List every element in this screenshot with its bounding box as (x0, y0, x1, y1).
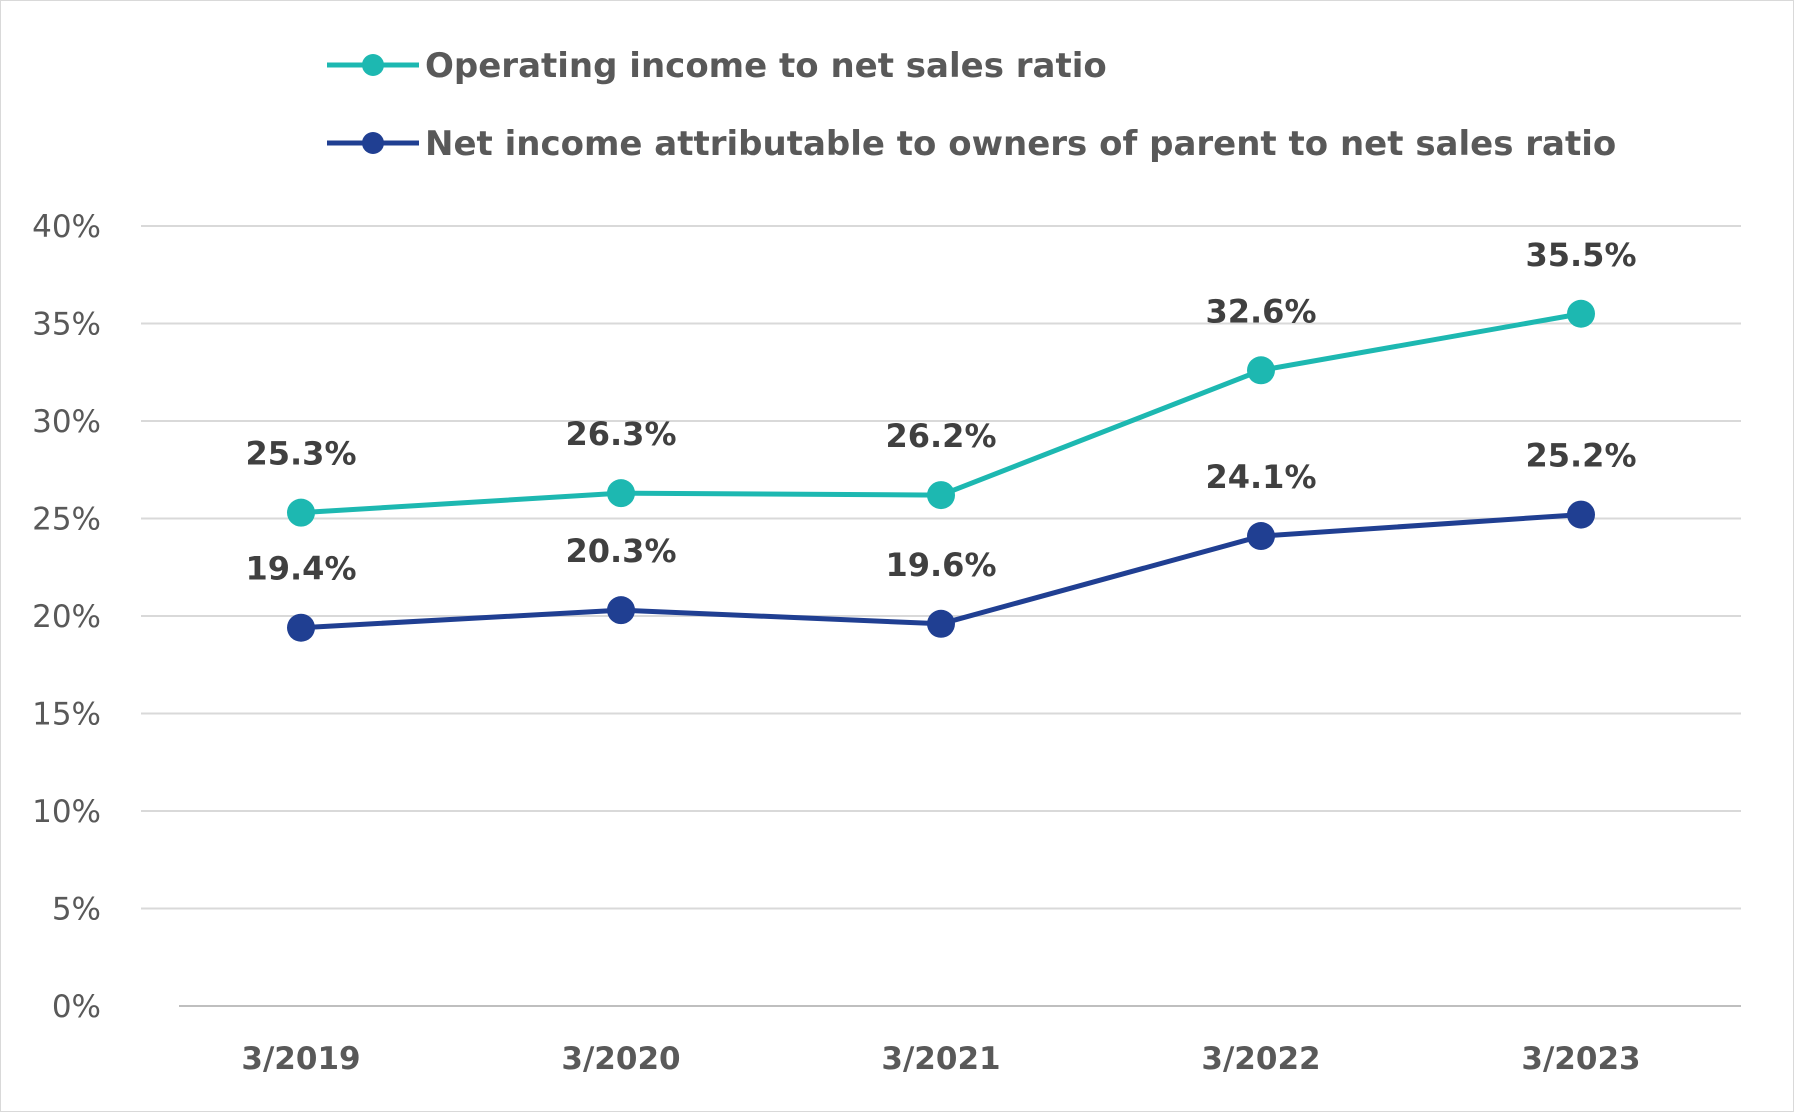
legend-label-1: Operating income to net sales ratio (425, 46, 1107, 86)
data-point (927, 481, 955, 510)
y-tick-label: 5% (52, 892, 101, 928)
data-point (287, 613, 315, 642)
x-tick-label: 3/2023 (1521, 1041, 1640, 1077)
data-point (1567, 299, 1595, 328)
x-tick-label: 3/2020 (561, 1041, 680, 1077)
data-label: 35.5% (1525, 236, 1636, 274)
gridlines (141, 225, 1741, 910)
data-label: 20.3% (565, 532, 676, 570)
data-label: 25.3% (245, 435, 356, 473)
series (287, 299, 1595, 642)
legend-marker-1 (362, 54, 384, 76)
data-point (287, 498, 315, 527)
y-tick-label: 35% (32, 307, 101, 343)
data-point (1247, 522, 1275, 551)
y-tick-label: 30% (32, 404, 101, 440)
y-tick-label: 15% (32, 697, 101, 733)
axes: 0% 5% 10% 15% 20% 25% 30% 35% 40% 3/2019 3/2020 3/2… (32, 209, 1741, 1077)
data-point (1247, 356, 1275, 385)
data-label: 26.3% (565, 415, 676, 453)
legend-label-2: Net income attributable to owners of par… (425, 124, 1616, 164)
y-tick-label: 20% (32, 599, 101, 635)
y-tick-label: 0% (52, 989, 101, 1025)
data-label: 19.6% (885, 546, 996, 584)
x-tick-label: 3/2019 (241, 1041, 360, 1077)
data-label: 26.2% (885, 417, 996, 455)
data-label: 32.6% (1205, 292, 1316, 330)
y-tick-label: 40% (32, 209, 101, 245)
legend: Operating income to net sales ratio Net i… (327, 46, 1616, 164)
data-point (607, 479, 635, 508)
y-tick-label: 10% (32, 794, 101, 830)
legend-marker-2 (362, 132, 384, 154)
x-tick-label: 3/2021 (881, 1041, 1000, 1077)
data-point (607, 596, 635, 625)
data-label: 24.1% (1205, 458, 1316, 496)
data-label: 19.4% (245, 550, 356, 588)
y-tick-label: 25% (32, 502, 101, 538)
data-label: 25.2% (1525, 437, 1636, 475)
x-tick-label: 3/2022 (1201, 1041, 1320, 1077)
data-point (1567, 500, 1595, 529)
data-point (927, 609, 955, 638)
data-labels: 25.3% 26.3% 26.2% 32.6% 35.5% 19.4% 20.3% 19.6%… (245, 236, 1636, 588)
